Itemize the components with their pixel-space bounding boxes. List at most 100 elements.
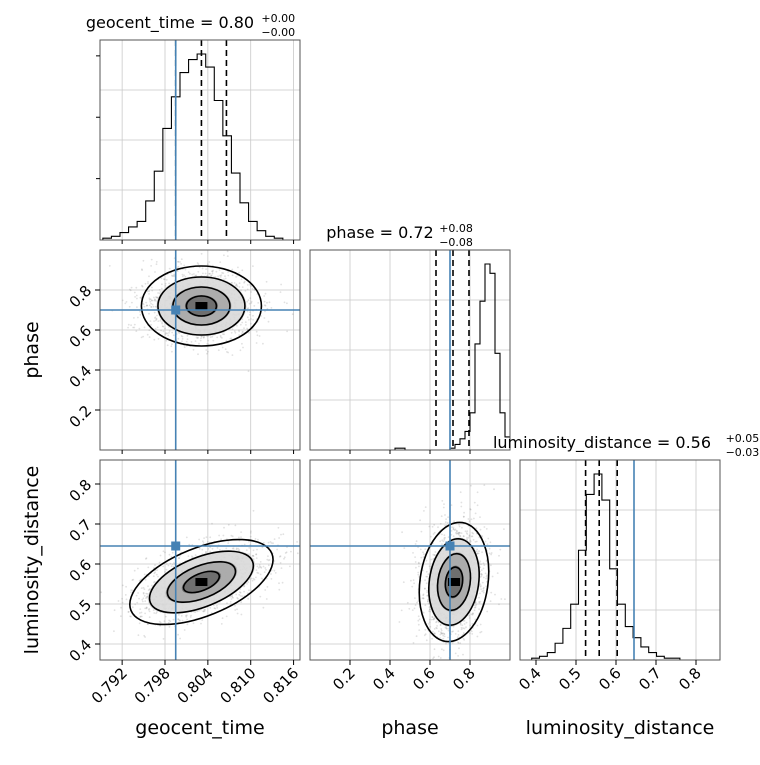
sample-point — [252, 555, 255, 558]
sample-point — [187, 555, 190, 558]
sample-point — [424, 633, 427, 635]
sample-point — [426, 594, 429, 597]
sample-point — [137, 634, 140, 637]
sample-point — [480, 563, 482, 566]
sample-point — [177, 557, 180, 560]
sample-point — [490, 564, 492, 567]
sample-point — [156, 314, 158, 317]
sample-point — [142, 303, 145, 306]
y-tick-label: 0.2 — [66, 402, 96, 432]
sample-point — [296, 541, 298, 543]
sample-point — [150, 306, 153, 308]
sample-point — [144, 607, 147, 610]
sample-point — [211, 335, 214, 338]
sample-point — [148, 293, 150, 295]
sample-point — [267, 559, 270, 562]
sample-point — [457, 634, 460, 636]
sample-point — [209, 336, 212, 339]
sample-point — [263, 304, 266, 307]
sample-point — [155, 318, 158, 321]
sample-point — [144, 612, 147, 615]
sample-point — [137, 567, 139, 570]
sample-point — [414, 597, 416, 599]
sample-point — [170, 565, 173, 568]
sample-point — [148, 607, 151, 610]
sample-point — [211, 522, 213, 525]
sample-point — [425, 582, 428, 585]
sample-point — [127, 323, 130, 326]
sample-point — [436, 627, 438, 630]
sample-point — [148, 329, 151, 332]
sample-point — [131, 579, 134, 581]
sample-point — [239, 595, 242, 597]
sample-point — [478, 601, 481, 604]
sample-point — [121, 584, 124, 587]
sample-point — [212, 604, 215, 607]
sample-point — [451, 526, 453, 528]
sample-point — [172, 334, 175, 337]
sample-point — [304, 560, 306, 562]
sample-point — [161, 322, 164, 325]
sample-point — [425, 559, 428, 562]
sample-point — [463, 511, 465, 514]
sample-point — [253, 305, 256, 307]
sample-point — [480, 573, 483, 575]
sample-point — [144, 578, 147, 581]
hist-bin — [146, 201, 155, 240]
sample-point — [227, 542, 230, 544]
sample-point — [472, 538, 475, 541]
sample-point — [262, 565, 265, 568]
sample-point — [134, 296, 137, 298]
sample-point — [158, 289, 161, 291]
sample-point — [208, 261, 211, 263]
sample-point — [259, 573, 262, 576]
sample-point — [145, 558, 147, 560]
sample-point — [430, 618, 433, 621]
sample-point — [232, 596, 234, 599]
sample-point — [443, 503, 445, 505]
sample-point — [250, 300, 253, 303]
sample-point — [203, 610, 206, 613]
sample-point — [206, 343, 209, 345]
sample-point — [229, 601, 232, 603]
contour-line — [444, 566, 464, 598]
sample-point — [485, 559, 488, 562]
sample-point — [220, 623, 223, 625]
sample-point — [141, 600, 144, 603]
sample-point — [471, 622, 474, 625]
sample-point — [148, 610, 151, 613]
sample-point — [183, 274, 186, 277]
sample-point — [410, 579, 412, 582]
sample-point — [246, 327, 248, 330]
sample-point — [162, 550, 165, 553]
sample-point — [159, 290, 162, 293]
sample-point — [158, 620, 161, 623]
sample-point — [289, 565, 291, 568]
sample-point — [482, 586, 485, 589]
sample-point — [159, 319, 162, 322]
sample-point — [479, 623, 482, 626]
sample-point — [139, 296, 142, 299]
sample-point — [270, 578, 273, 580]
sample-point — [418, 629, 421, 631]
sample-point — [169, 562, 172, 565]
sample-point — [417, 573, 420, 576]
sample-point — [185, 614, 187, 617]
sample-point — [238, 549, 241, 551]
sample-point — [202, 336, 205, 339]
sample-point — [479, 631, 482, 634]
sample-point — [167, 334, 170, 337]
sample-point — [423, 510, 425, 512]
sample-point — [262, 541, 265, 544]
sample-point — [476, 504, 479, 507]
sample-point — [196, 337, 199, 339]
panel-content — [100, 460, 306, 660]
sample-point — [165, 332, 167, 334]
sample-point — [466, 533, 469, 535]
sample-point — [204, 609, 207, 611]
sample-point — [158, 292, 161, 295]
sample-point — [440, 631, 442, 634]
sample-point — [177, 260, 180, 263]
sample-point — [462, 653, 464, 656]
